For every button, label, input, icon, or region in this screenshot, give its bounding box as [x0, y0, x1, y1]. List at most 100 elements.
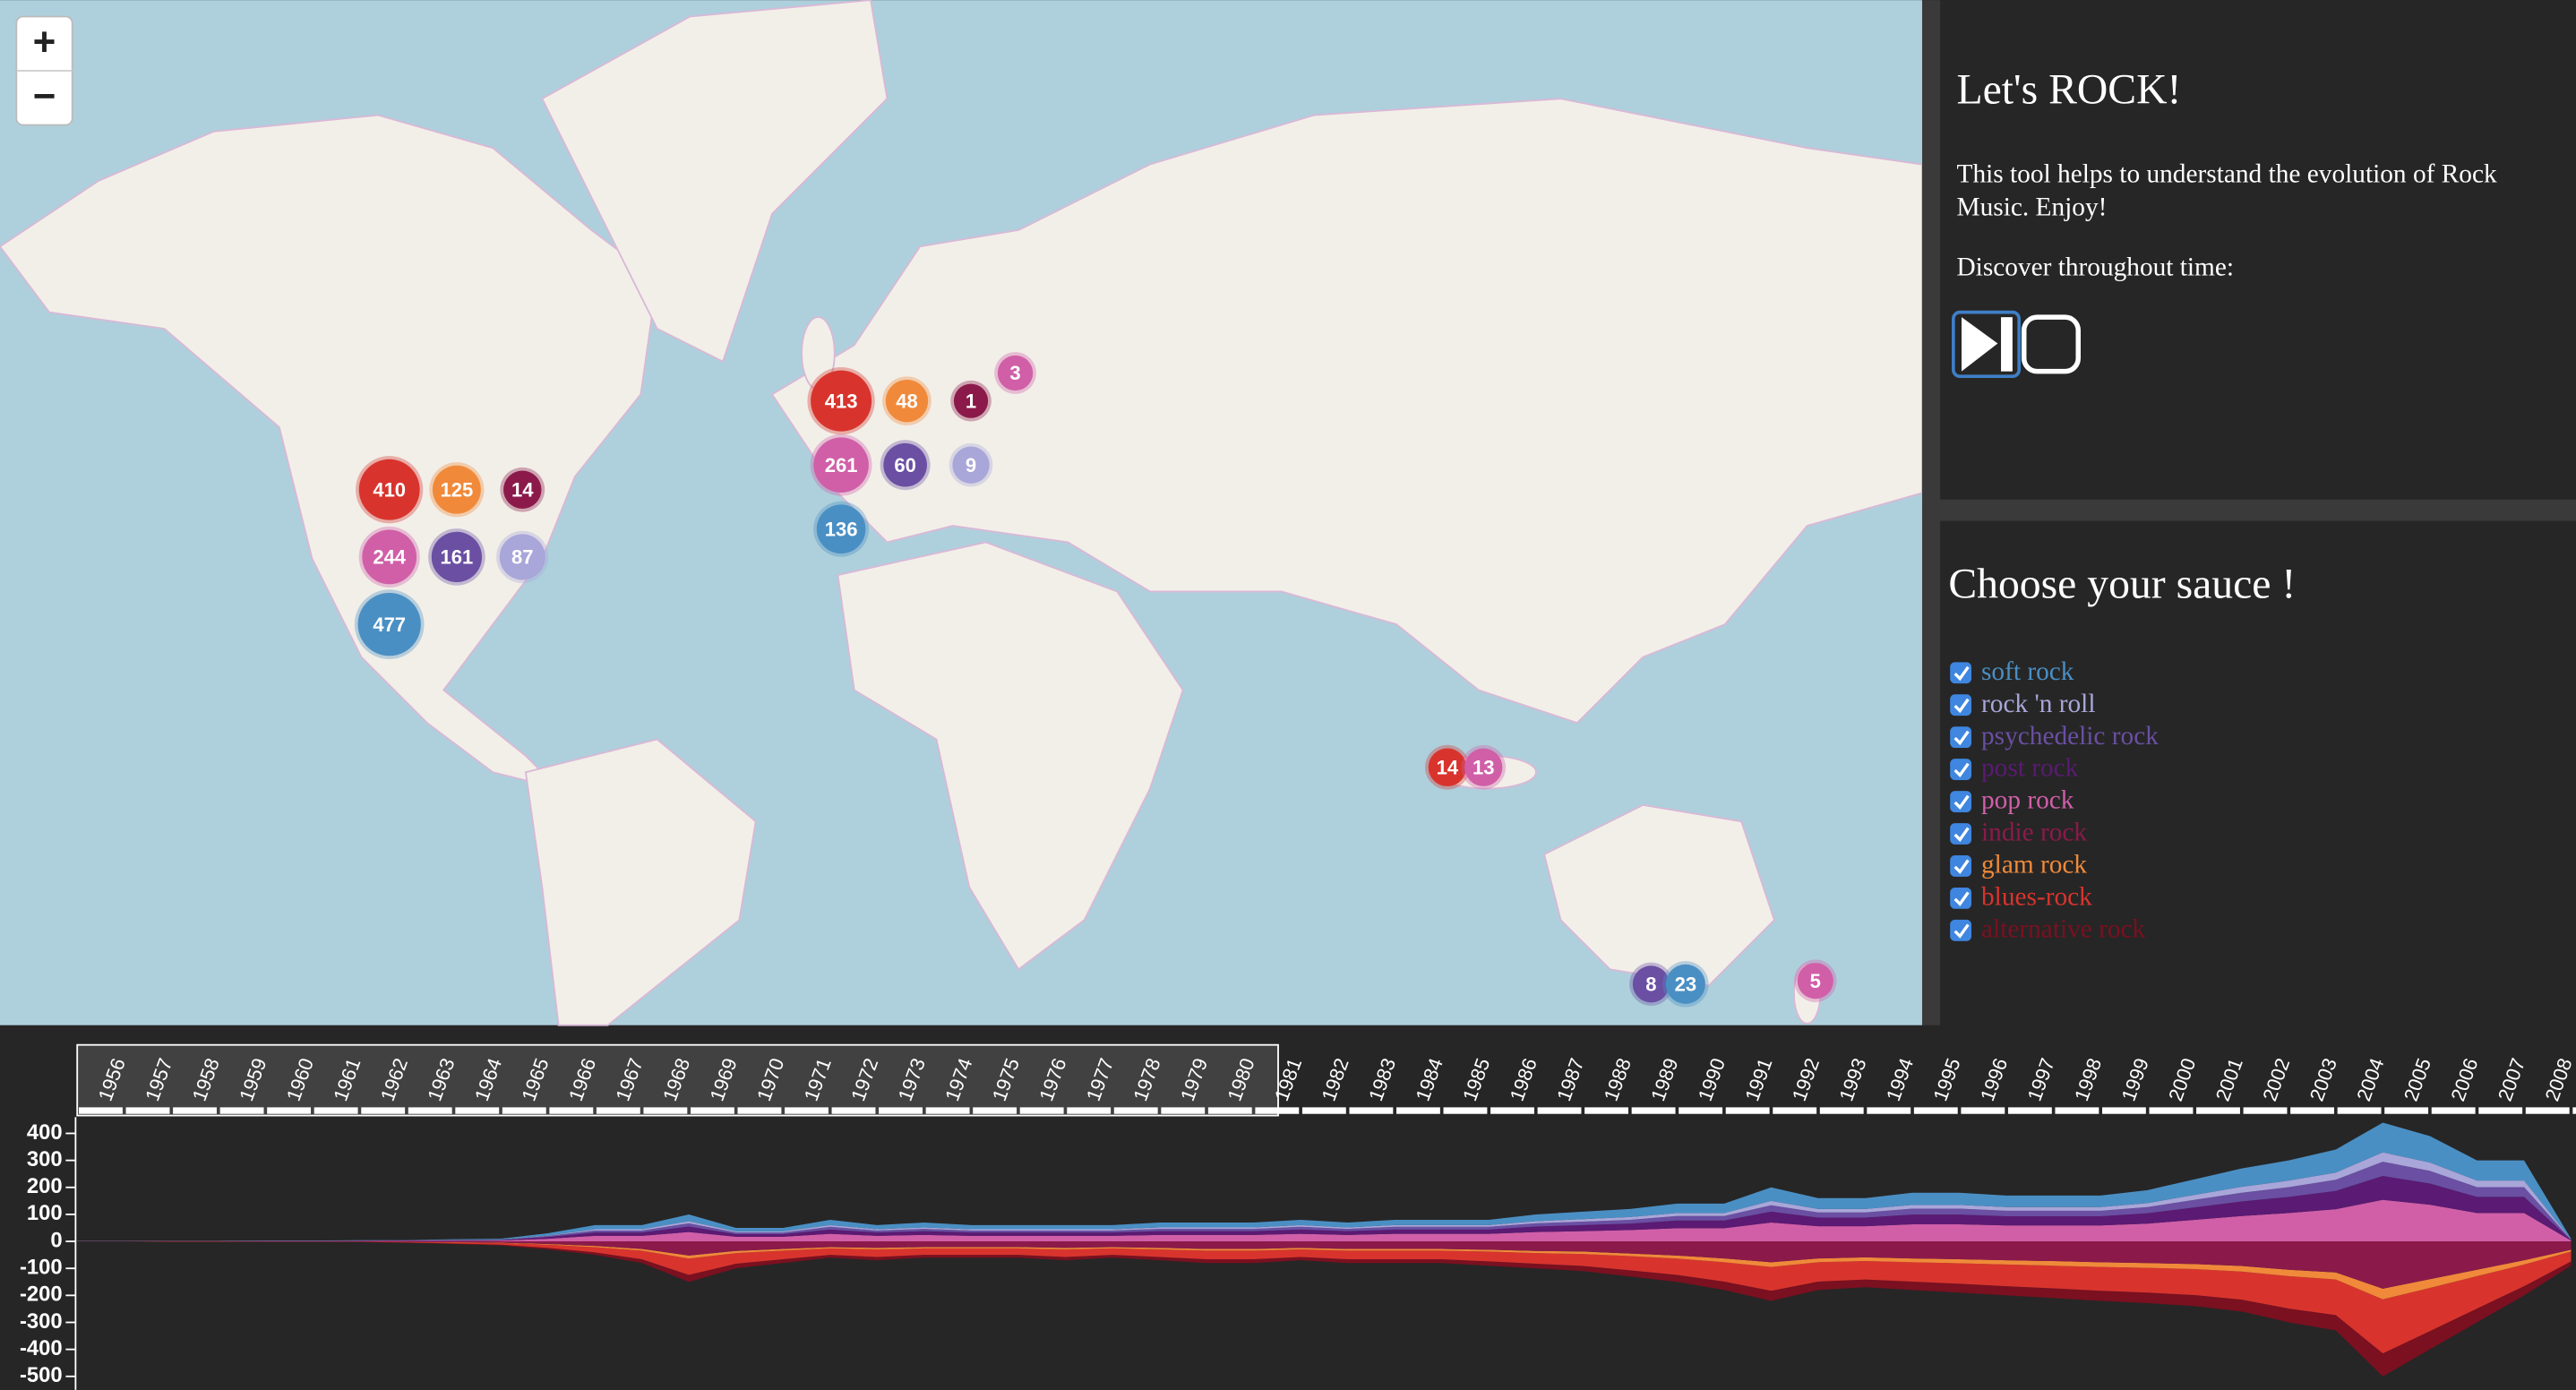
cluster-marker	[1797, 963, 1833, 1000]
checkbox	[1950, 823, 1972, 845]
cluster-marker	[953, 383, 989, 418]
cluster[interactable]: 244	[358, 526, 420, 588]
cluster[interactable]: 13	[1461, 744, 1507, 790]
x-tick	[973, 1107, 1018, 1114]
cluster[interactable]: 8	[1629, 962, 1673, 1007]
cluster-count: 9	[966, 454, 976, 476]
legend-item[interactable]: post rock	[1950, 754, 2079, 783]
x-tick	[785, 1107, 829, 1114]
x-tick	[2007, 1107, 2052, 1114]
zoom-control: + −	[15, 15, 73, 126]
cluster-marker	[885, 380, 929, 423]
cluster-count: 5	[1810, 970, 1821, 992]
legend-item[interactable]: rock 'n roll	[1950, 690, 2095, 718]
x-tick	[1301, 1107, 1346, 1114]
checkbox	[1950, 791, 1972, 812]
cluster[interactable]: 60	[880, 440, 931, 491]
stream-area	[77, 1199, 2572, 1242]
cluster-marker	[1665, 964, 1705, 1004]
checkmark	[1953, 698, 1970, 714]
cluster-marker	[813, 437, 869, 493]
cluster[interactable]: 14	[1425, 744, 1470, 790]
zoom-in[interactable]: +	[33, 20, 56, 64]
y-tick-label: -400	[20, 1336, 63, 1360]
x-tick	[2101, 1107, 2146, 1114]
y-tick-label: 300	[27, 1147, 63, 1171]
legend-item[interactable]: pop rock	[1950, 786, 2074, 815]
cluster[interactable]: 87	[496, 530, 549, 584]
x-tick	[1537, 1107, 1582, 1114]
checkmark	[1953, 923, 1970, 939]
cluster[interactable]: 14	[500, 467, 545, 512]
stop-button[interactable]	[2021, 314, 2081, 374]
x-tick	[2572, 1107, 2576, 1114]
info-box	[1940, 0, 2576, 500]
x-tick	[1207, 1107, 1252, 1114]
x-tick	[2055, 1107, 2099, 1114]
zoom-out[interactable]: −	[33, 74, 56, 118]
cluster[interactable]: 23	[1662, 961, 1709, 1008]
legend-item[interactable]: alternative rock	[1950, 914, 2146, 943]
checkmark	[1953, 891, 1970, 906]
x-tick	[1019, 1107, 1064, 1114]
africa	[837, 541, 1184, 971]
cluster-count: 410	[373, 478, 406, 501]
cluster[interactable]: 261	[810, 433, 872, 496]
cluster[interactable]: 5	[1794, 959, 1837, 1002]
legend-item[interactable]: soft rock	[1950, 657, 2074, 686]
play-button[interactable]	[1952, 310, 2022, 379]
y-tick-label: 400	[27, 1120, 63, 1145]
x-tick	[2431, 1107, 2476, 1114]
x-tick	[2196, 1107, 2240, 1114]
cluster[interactable]: 1	[950, 380, 992, 422]
x-tick	[502, 1107, 546, 1114]
x-tick	[737, 1107, 782, 1114]
play-bar	[2001, 317, 2013, 372]
cluster-marker	[1428, 748, 1467, 786]
legend-item[interactable]: psychedelic rock	[1950, 722, 2159, 751]
cluster[interactable]: 125	[429, 462, 485, 518]
x-tick	[1443, 1107, 1488, 1114]
x-tick	[361, 1107, 406, 1114]
x-tick	[2337, 1107, 2382, 1114]
cluster-count: 125	[441, 478, 474, 501]
play-frame	[1952, 310, 2022, 379]
x-tick	[1067, 1107, 1112, 1114]
legend-item[interactable]: blues-rock	[1950, 883, 2092, 912]
x-tick	[1349, 1107, 1394, 1114]
cluster-count: 48	[896, 390, 917, 412]
timeline[interactable]	[74, 1043, 1279, 1390]
cluster[interactable]: 413	[807, 367, 875, 435]
cluster[interactable]: 161	[428, 528, 485, 586]
brush-selection[interactable]	[76, 1043, 1279, 1117]
x-tick	[1819, 1107, 1864, 1114]
y-tick-label: -100	[20, 1255, 63, 1279]
legend-label: post rock	[1981, 754, 2079, 783]
x-tick	[219, 1107, 264, 1114]
x-tick	[313, 1107, 358, 1114]
cluster[interactable]: 3	[994, 352, 1036, 394]
checkmark	[1953, 859, 1970, 874]
cluster[interactable]: 136	[813, 501, 870, 557]
x-tick	[408, 1107, 452, 1114]
legend-item[interactable]: glam rock	[1950, 851, 2087, 879]
discover-label: Discover throughout time:	[1957, 253, 2235, 282]
x-tick	[1490, 1107, 1534, 1114]
checkmark	[1953, 827, 1970, 842]
cluster[interactable]: 9	[949, 442, 993, 487]
cluster[interactable]: 410	[356, 456, 424, 524]
cluster-marker	[883, 442, 927, 487]
stream-area	[77, 1241, 2572, 1377]
map[interactable]: + − 410 125 14 244 161 87 477 413 48 13 261 60 9 136 1…	[0, 0, 1923, 1026]
checkbox	[1950, 887, 1972, 909]
cluster[interactable]: 477	[354, 589, 425, 659]
cluster[interactable]: 48	[882, 376, 932, 426]
greenland	[541, 0, 889, 363]
cluster-count: 23	[1675, 973, 1696, 995]
description-box: This tool helps to understand the evolut…	[1957, 161, 2497, 222]
y-tick-label: -500	[20, 1363, 63, 1387]
cluster-count: 60	[894, 454, 915, 476]
legend-item[interactable]: indie rock	[1950, 819, 2087, 847]
cluster-marker	[816, 504, 866, 554]
cluster-marker	[362, 529, 417, 585]
